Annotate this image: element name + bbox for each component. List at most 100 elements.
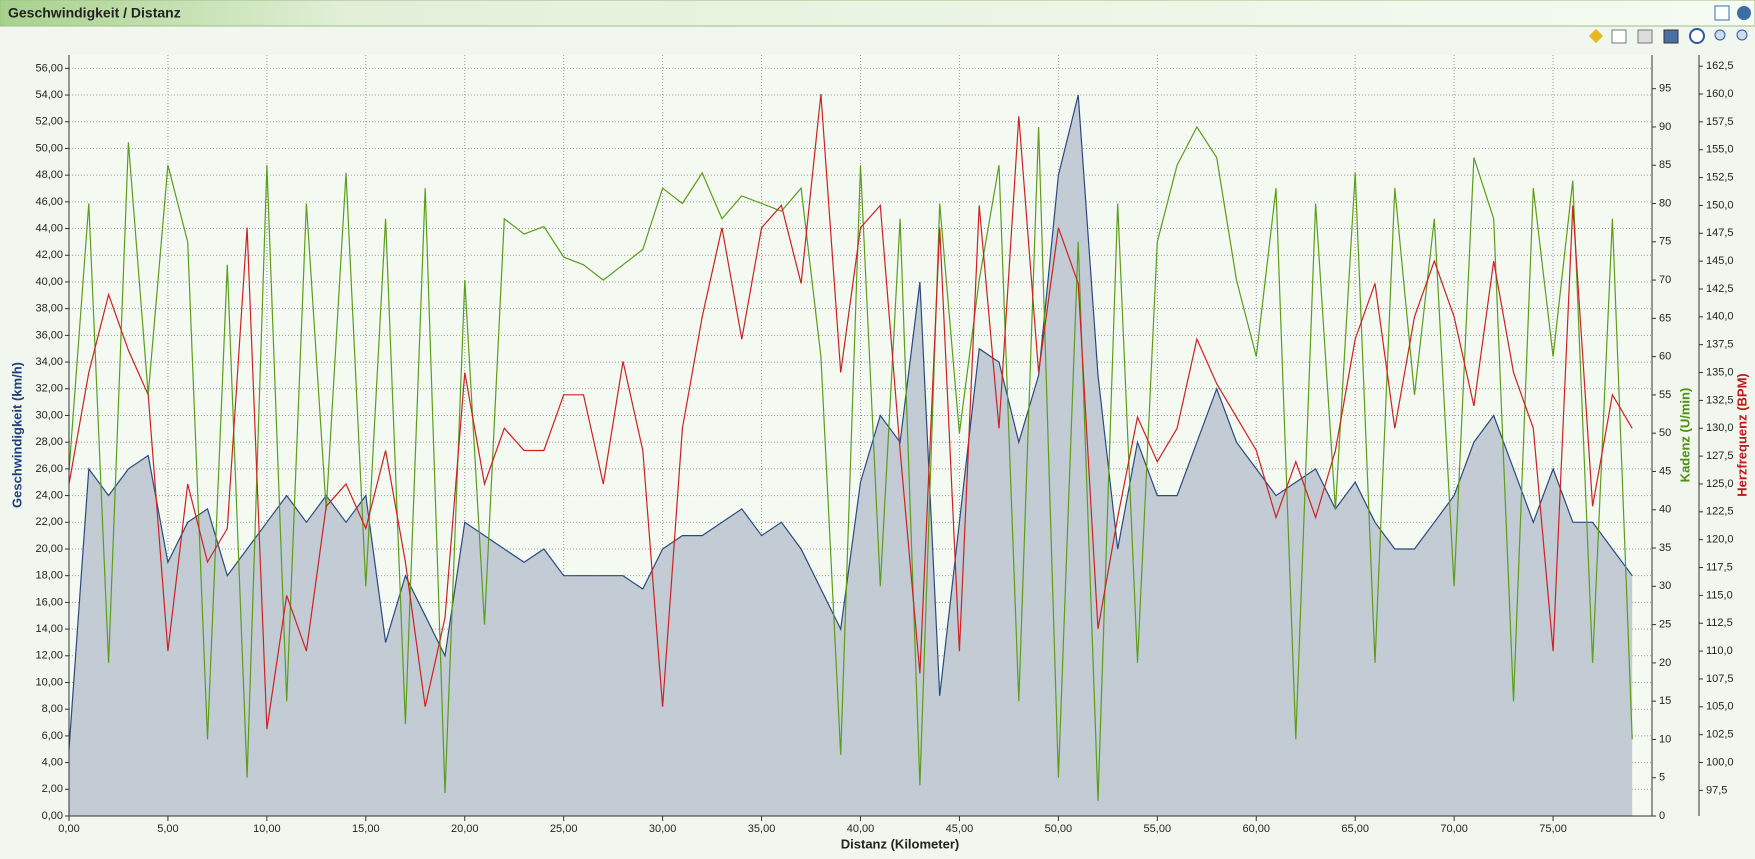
- y3-tick-label: 105,0: [1706, 701, 1734, 713]
- y3-tick-label: 107,5: [1706, 673, 1734, 685]
- y-tick-label: 34,00: [35, 356, 63, 368]
- tool-button[interactable]: [1714, 29, 1726, 41]
- y2-tick-label: 25: [1659, 619, 1671, 631]
- y3-tick-label: 162,5: [1706, 60, 1734, 72]
- x-tick-label: 55,00: [1144, 823, 1172, 835]
- y-tick-label: 54,00: [35, 89, 63, 101]
- tool-button[interactable]: [1663, 29, 1679, 44]
- y3-tick-label: 97,5: [1706, 784, 1727, 796]
- y3-tick-label: 130,0: [1706, 422, 1734, 434]
- y-tick-label: 38,00: [35, 303, 63, 315]
- y3-tick-label: 157,5: [1706, 116, 1734, 128]
- y3-tick-label: 135,0: [1706, 366, 1734, 378]
- y2-tick-label: 35: [1659, 542, 1671, 554]
- y-tick-label: 26,00: [35, 463, 63, 475]
- y-tick-label: 16,00: [35, 596, 63, 608]
- x-tick-label: 60,00: [1242, 823, 1270, 835]
- y-tick-label: 30,00: [35, 409, 63, 421]
- x-tick-label: 30,00: [649, 823, 677, 835]
- y3-tick-label: 125,0: [1706, 478, 1734, 490]
- y3-tick-label: 127,5: [1706, 450, 1734, 462]
- y3-tick-label: 160,0: [1706, 88, 1734, 100]
- y-tick-label: 36,00: [35, 329, 63, 341]
- y2-tick-label: 70: [1659, 274, 1671, 286]
- y2-tick-label: 55: [1659, 389, 1671, 401]
- y2-tick-label: 80: [1659, 197, 1671, 209]
- y-tick-label: 44,00: [35, 222, 63, 234]
- y3-tick-label: 117,5: [1706, 561, 1733, 573]
- y2-tick-label: 95: [1659, 83, 1671, 95]
- y3-tick-label: 100,0: [1706, 756, 1734, 768]
- y2-tick-label: 40: [1659, 504, 1671, 516]
- line: [68, 125, 1633, 801]
- tool-button[interactable]: [1611, 29, 1627, 44]
- y-tick-label: 48,00: [35, 169, 63, 181]
- tool-button[interactable]: [1736, 29, 1748, 41]
- y2-tick-label: 65: [1659, 312, 1671, 324]
- y-tick-label: 32,00: [35, 383, 63, 395]
- y-tick-label: 50,00: [35, 142, 63, 154]
- y2-tick-label: 15: [1659, 695, 1671, 707]
- x-tick-label: 20,00: [451, 823, 479, 835]
- y2-tick-label: 0: [1659, 810, 1665, 822]
- y3-tick-label: 150,0: [1706, 199, 1734, 211]
- x-tick-label: 40,00: [847, 823, 875, 835]
- tool-button[interactable]: [1588, 28, 1604, 44]
- y-axis-label: Geschwindigkeit (km/h): [9, 362, 24, 508]
- y2-tick-label: 50: [1659, 427, 1671, 439]
- y-tick-label: 46,00: [35, 196, 63, 208]
- y3-tick-label: 102,5: [1706, 729, 1734, 741]
- x-tick-label: 45,00: [946, 823, 974, 835]
- y3-tick-label: 110,0: [1706, 645, 1733, 657]
- x-tick-label: 15,00: [352, 823, 380, 835]
- y-tick-label: 42,00: [35, 249, 63, 261]
- y2-tick-label: 90: [1659, 121, 1671, 133]
- y-tick-label: 20,00: [35, 543, 63, 555]
- x-tick-label: 50,00: [1045, 823, 1073, 835]
- y3-tick-label: 152,5: [1706, 171, 1734, 183]
- y-tick-label: 18,00: [35, 570, 63, 582]
- y3-tick-label: 137,5: [1706, 339, 1734, 351]
- y2-tick-label: 75: [1659, 236, 1671, 248]
- y-tick-label: 56,00: [35, 62, 63, 74]
- y-tick-label: 10,00: [35, 676, 63, 688]
- help-button[interactable]: [1737, 6, 1751, 20]
- y3-tick-label: 112,5: [1706, 617, 1733, 629]
- y2-axis-label: Kadenz (U/min): [1677, 388, 1692, 483]
- y-tick-label: 28,00: [35, 436, 63, 448]
- y3-tick-label: 122,5: [1706, 506, 1734, 518]
- y3-tick-label: 155,0: [1706, 144, 1734, 156]
- y2-tick-label: 10: [1659, 733, 1671, 745]
- x-tick-label: 25,00: [550, 823, 578, 835]
- x-tick-label: 10,00: [253, 823, 281, 835]
- title-bar: [0, 0, 1755, 27]
- y3-axis-label: Herzfrequenz (BPM): [1734, 373, 1749, 497]
- y2-tick-label: 60: [1659, 351, 1671, 363]
- x-tick-label: 35,00: [748, 823, 776, 835]
- chart-title: Geschwindigkeit / Distanz: [8, 5, 181, 21]
- y-tick-label: 24,00: [35, 489, 63, 501]
- y2-tick-label: 30: [1659, 580, 1671, 592]
- area-fill: [69, 95, 1633, 817]
- y-tick-label: 4,00: [42, 757, 63, 769]
- x-axis-label: Distanz (Kilometer): [841, 836, 959, 851]
- x-tick-label: 70,00: [1440, 823, 1468, 835]
- line: [68, 93, 1633, 730]
- tool-button[interactable]: [1689, 28, 1705, 44]
- y-tick-label: 14,00: [35, 623, 63, 635]
- tool-button[interactable]: [1637, 29, 1653, 44]
- y-tick-label: 2,00: [42, 783, 63, 795]
- y3-tick-label: 140,0: [1706, 311, 1734, 323]
- y3-tick-label: 132,5: [1706, 394, 1734, 406]
- y3-tick-label: 145,0: [1706, 255, 1734, 267]
- area-line: [68, 94, 1633, 750]
- toolbar: [1588, 28, 1748, 44]
- y-tick-label: 52,00: [35, 116, 63, 128]
- x-tick-label: 65,00: [1341, 823, 1369, 835]
- y2-tick-label: 85: [1659, 159, 1671, 171]
- y3-tick-label: 142,5: [1706, 283, 1734, 295]
- y-tick-label: 22,00: [35, 516, 63, 528]
- y2-tick-label: 20: [1659, 657, 1671, 669]
- layout-button[interactable]: [1714, 5, 1730, 21]
